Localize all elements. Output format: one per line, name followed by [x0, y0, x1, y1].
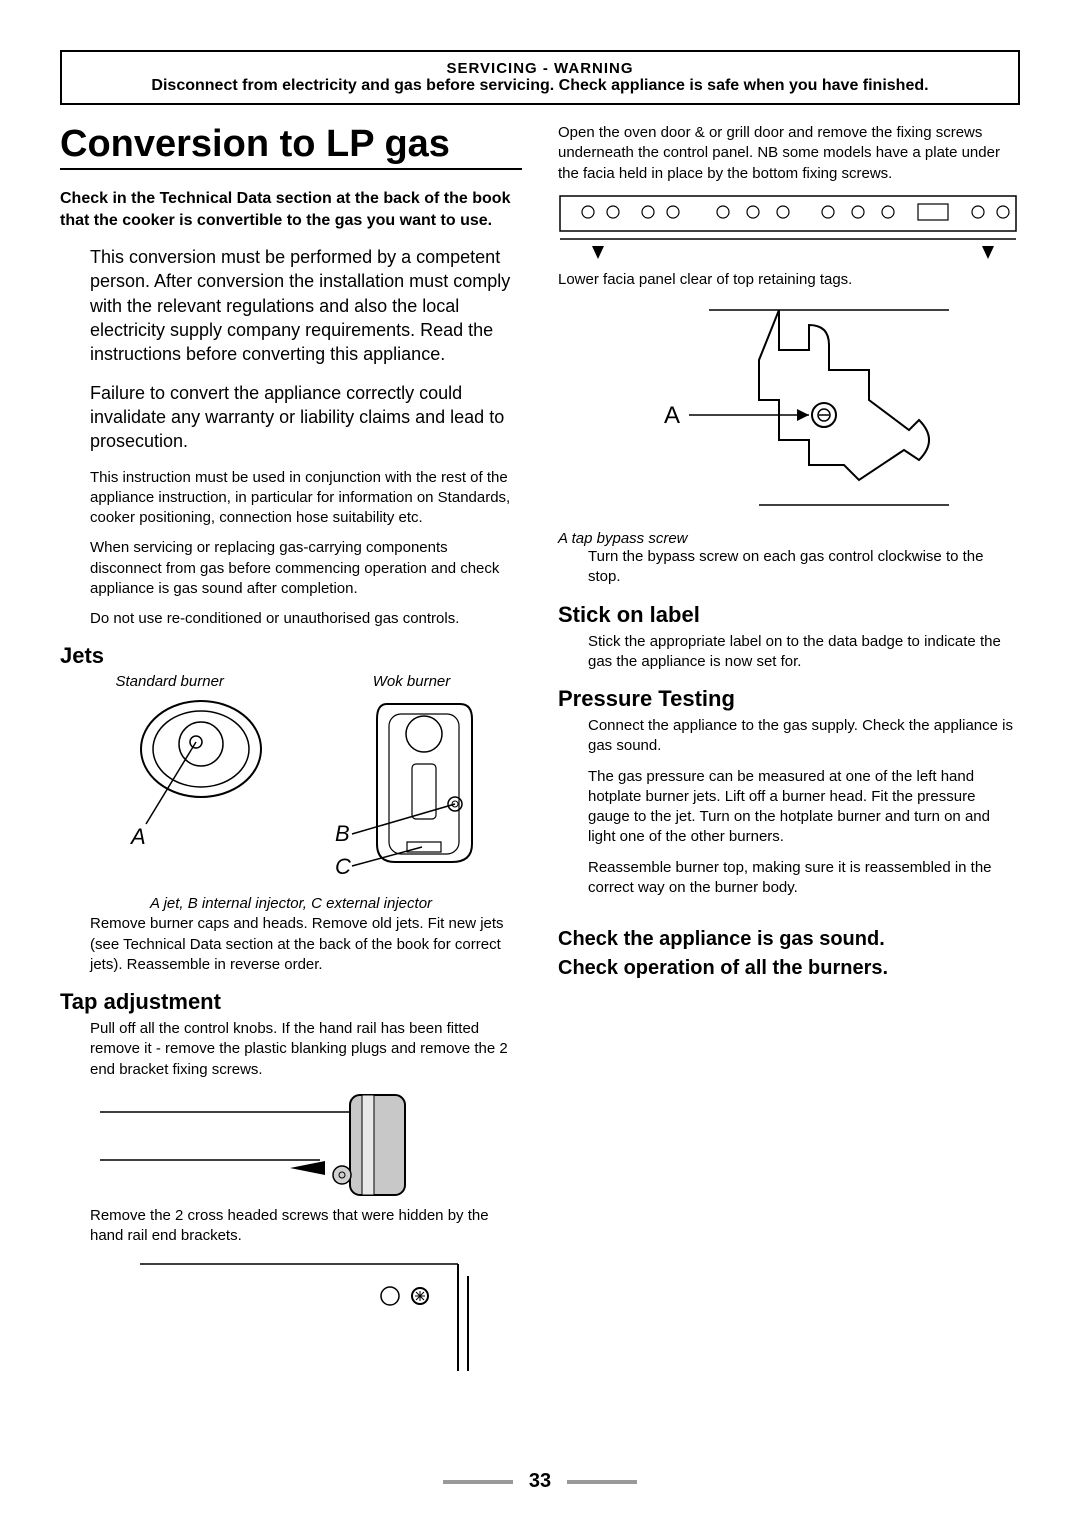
- content-columns: Conversion to LP gas Check in the Techni…: [60, 123, 1020, 1382]
- paragraph: Connect the appliance to the gas supply.…: [588, 716, 1020, 757]
- standard-burner-label: Standard burner: [116, 673, 276, 690]
- bypass-legend: A tap bypass screw: [558, 530, 1020, 547]
- paragraph: Pull off all the control knobs. If the h…: [90, 1019, 522, 1080]
- paragraph: The gas pressure can be measured at one …: [588, 767, 1020, 848]
- paragraph: This conversion must be performed by a c…: [90, 245, 522, 366]
- label-c: C: [335, 854, 351, 879]
- section-stick-label: Stick on label: [558, 602, 1020, 628]
- facia-screw-diagram: [90, 1256, 490, 1376]
- tap-bypass-diagram: A: [609, 300, 969, 530]
- intro-bold: Check in the Technical Data section at t…: [60, 188, 522, 231]
- right-column: Open the oven door & or grill door and r…: [558, 123, 1020, 1382]
- left-column: Conversion to LP gas Check in the Techni…: [60, 123, 522, 1382]
- label-a: A: [664, 402, 680, 429]
- page-title: Conversion to LP gas: [60, 123, 522, 170]
- wok-burner: Wok burner B C: [327, 673, 497, 889]
- page-bar-left: [443, 1480, 513, 1484]
- page-bar-right: [567, 1480, 637, 1484]
- paragraph: Reassemble burner top, making sure it is…: [588, 858, 1020, 899]
- paragraph: Stick the appropriate label on to the da…: [588, 632, 1020, 673]
- paragraph: Do not use re-conditioned or unauthorise…: [90, 609, 522, 629]
- control-panel-diagram: [558, 194, 1018, 264]
- page-number: 33: [0, 1470, 1080, 1493]
- label-a: A: [129, 824, 146, 849]
- warning-text: Disconnect from electricity and gas befo…: [74, 77, 1006, 95]
- warning-box: SERVICING - WARNING Disconnect from elec…: [60, 50, 1020, 105]
- paragraph: Failure to convert the appliance correct…: [90, 381, 522, 454]
- bracket-diagram: [90, 1090, 420, 1200]
- paragraph: Remove the 2 cross headed screws that we…: [90, 1206, 522, 1247]
- standard-burner: Standard burner A: [116, 673, 276, 889]
- paragraph: Remove burner caps and heads. Remove old…: [90, 914, 522, 975]
- warning-title: SERVICING - WARNING: [74, 60, 1006, 77]
- wok-burner-diagram: B C: [327, 694, 497, 884]
- burner-diagrams: Standard burner A Wok burner: [90, 673, 522, 889]
- paragraph: This instruction must be used in conjunc…: [90, 468, 522, 529]
- standard-burner-diagram: A: [116, 694, 276, 854]
- paragraph: Open the oven door & or grill door and r…: [558, 123, 1020, 184]
- facia-caption: Lower facia panel clear of top retaining…: [558, 270, 1020, 290]
- section-pressure-testing: Pressure Testing: [558, 686, 1020, 712]
- paragraph: Turn the bypass screw on each gas contro…: [588, 547, 1020, 588]
- jets-caption: A jet, B internal injector, C external i…: [60, 895, 522, 912]
- final-check-1: Check the appliance is gas sound.: [558, 928, 1020, 951]
- page-number-value: 33: [529, 1470, 551, 1492]
- paragraph: When servicing or replacing gas-carrying…: [90, 538, 522, 599]
- section-jets: Jets: [60, 643, 522, 669]
- label-b: B: [335, 821, 350, 846]
- final-check-2: Check operation of all the burners.: [558, 957, 1020, 980]
- section-tap-adjustment: Tap adjustment: [60, 989, 522, 1015]
- wok-burner-label: Wok burner: [327, 673, 497, 690]
